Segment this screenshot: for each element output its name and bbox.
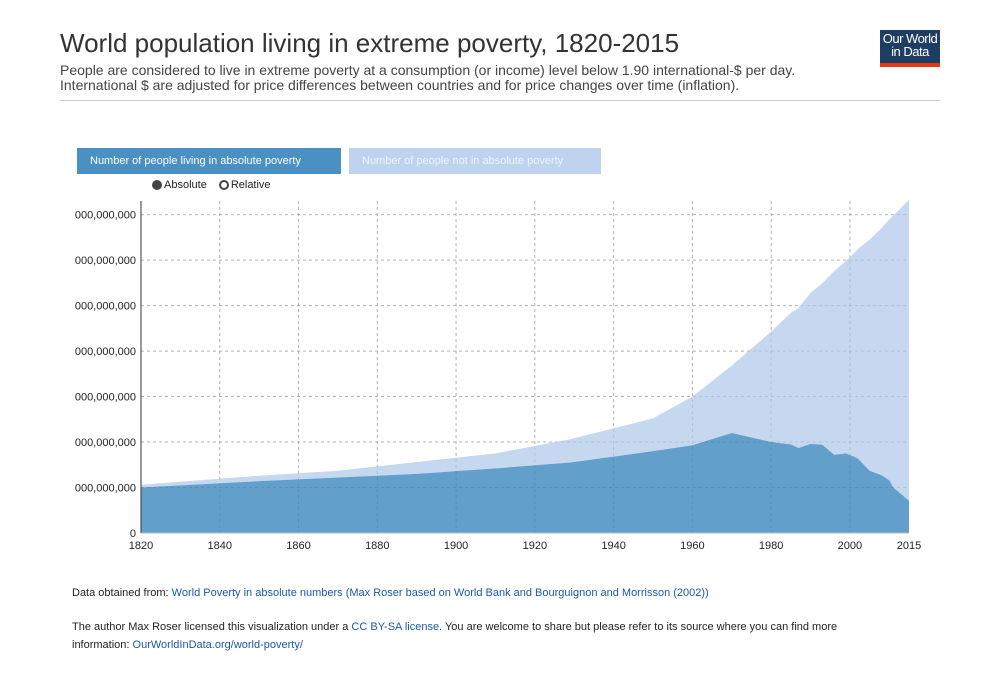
y-tick-label: 000,000,000 (75, 346, 136, 358)
x-tick-label: 1920 (523, 540, 547, 552)
radio-absolute[interactable]: Absolute (152, 179, 207, 191)
source-prefix: Data obtained from: (72, 587, 172, 599)
logo-line-2: in Data (891, 44, 929, 59)
x-tick-label: 1880 (365, 540, 389, 552)
x-tick-label: 2015 (897, 540, 921, 552)
x-tick-label: 1980 (759, 540, 783, 552)
y-tick-label: 000,000,000 (75, 483, 136, 495)
license-prefix: The author Max Roser licensed this visua… (72, 621, 352, 633)
chart-title: World population living in extreme pover… (60, 28, 680, 58)
y-tick-label: 000,000,000 (75, 301, 136, 313)
x-tick-label: 2000 (838, 540, 862, 552)
license-note: The author Max Roser licensed this visua… (72, 621, 837, 633)
legend-not-poverty-button[interactable]: Number of people not in absolute poverty (349, 148, 601, 174)
info-link[interactable]: OurWorldInData.org/world-poverty/ (132, 639, 303, 651)
x-tick-label: 1840 (208, 540, 232, 552)
radio-unchecked-icon (218, 180, 229, 190)
chart-axes (140, 201, 909, 534)
subtitle-line-1: People are considered to live in extreme… (60, 62, 796, 78)
x-tick-label: 1860 (286, 540, 310, 552)
logo-accent-bar (880, 63, 940, 67)
area-not-in-poverty (141, 199, 909, 501)
y-tick-label: 0 (130, 528, 136, 540)
x-tick-label: 1900 (444, 540, 468, 552)
license-link[interactable]: CC BY-SA license (351, 621, 440, 633)
chart-subtitle: People are considered to live in extreme… (60, 63, 795, 93)
radio-relative[interactable]: Relative (218, 179, 271, 191)
x-tick-label: 1960 (680, 540, 704, 552)
y-tick-label: 000,000,000 (75, 255, 136, 267)
source-note: Data obtained from: World Poverty in abs… (72, 587, 709, 599)
radio-relative-label: Relative (230, 179, 271, 191)
area-in-poverty (141, 432, 909, 533)
subtitle-line-2: International $ are adjusted for price d… (60, 77, 740, 93)
y-tick-label: 000,000,000 (75, 392, 136, 404)
source-link[interactable]: World Poverty in absolute numbers (Max R… (171, 587, 709, 599)
owid-logo[interactable]: Our World in Data (880, 30, 940, 67)
radio-absolute-label: Absolute (164, 179, 207, 191)
header-divider (60, 100, 940, 101)
x-tick-label: 1820 (129, 540, 153, 552)
mode-radio-group: Absolute Relative (152, 179, 283, 191)
y-tick-label: 000,000,000 (75, 437, 136, 449)
license-suffix: . You are welcome to share but please re… (439, 621, 838, 633)
x-axis-ticks: 1820 1840 1860 1880 1900 1920 1940 1960 1980 2000… (129, 540, 921, 552)
y-axis-ticks: 0 000,000,000 000,000,000 000,000,000 000,00… (75, 210, 136, 540)
x-tick-label: 1940 (601, 540, 625, 552)
info-prefix: information: (72, 639, 133, 651)
y-tick-label: 000,000,000 (75, 210, 136, 222)
radio-checked-icon (152, 180, 162, 190)
legend-poverty-button[interactable]: Number of people living in absolute pove… (77, 148, 341, 174)
logo-line-1: Our World (882, 31, 938, 46)
info-note: information: OurWorldInData.org/world-po… (72, 639, 303, 651)
area-chart: 1820 1840 1860 1880 1900 1920 1940 1960 1980 2000… (75, 199, 921, 552)
chart-areas (141, 199, 909, 533)
